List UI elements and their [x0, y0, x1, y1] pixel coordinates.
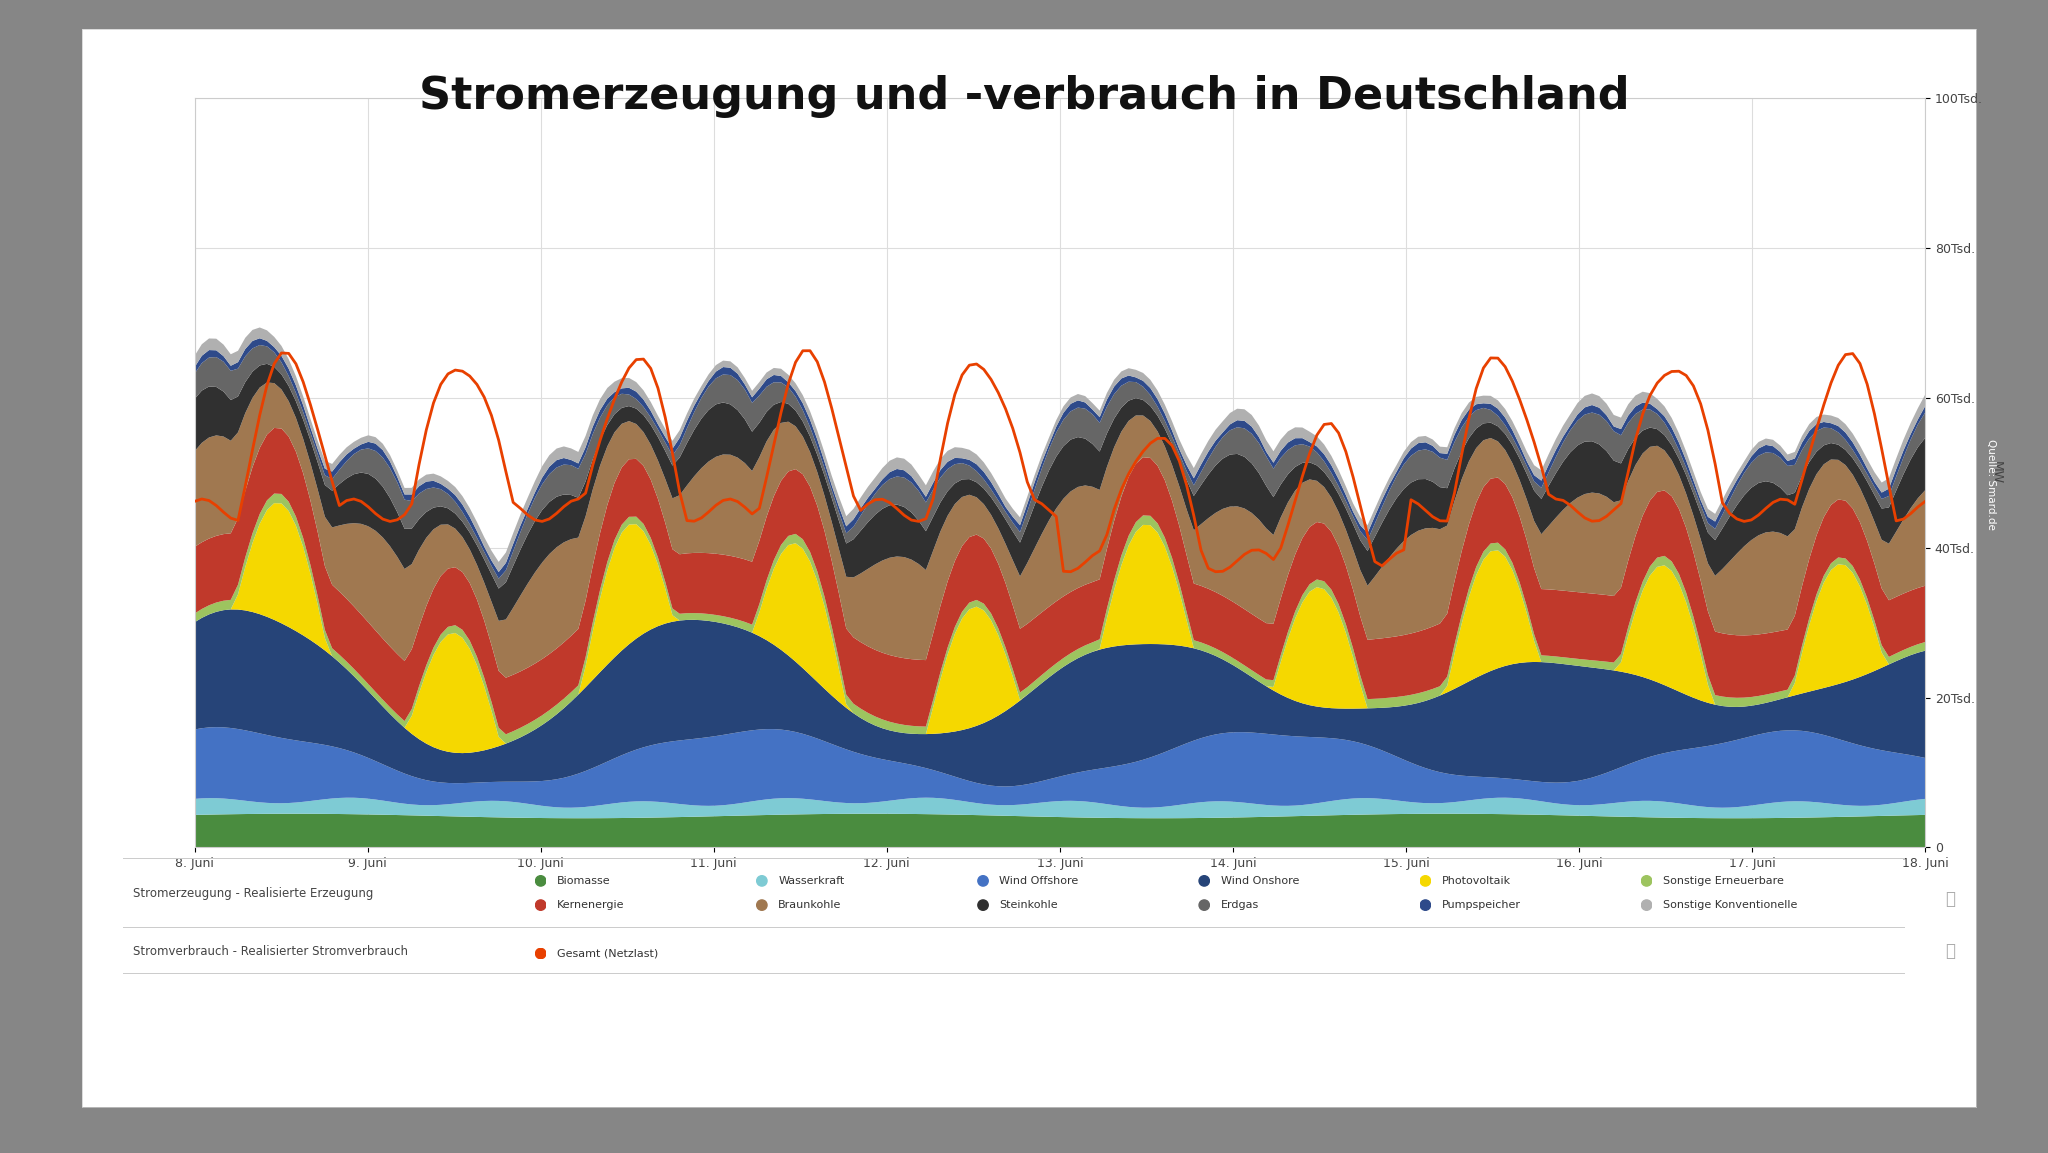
- Text: Kernenergie: Kernenergie: [557, 900, 625, 910]
- Circle shape: [756, 875, 768, 886]
- Text: Sonstige Erneuerbare: Sonstige Erneuerbare: [1663, 876, 1784, 886]
- Text: ⓘ: ⓘ: [1946, 942, 1954, 960]
- Text: Biomasse: Biomasse: [557, 876, 610, 886]
- Circle shape: [756, 899, 768, 911]
- Circle shape: [535, 948, 547, 959]
- Circle shape: [977, 899, 989, 911]
- Circle shape: [1419, 875, 1432, 886]
- Text: Steinkohle: Steinkohle: [999, 900, 1059, 910]
- Text: Photovoltaik: Photovoltaik: [1442, 876, 1511, 886]
- Text: Erdgas: Erdgas: [1221, 900, 1260, 910]
- Y-axis label: MW: MW: [1989, 461, 2003, 484]
- Text: Wind Onshore: Wind Onshore: [1221, 876, 1298, 886]
- Text: Sonstige Konventionelle: Sonstige Konventionelle: [1663, 900, 1798, 910]
- Circle shape: [1198, 899, 1210, 911]
- Text: Pumpspeicher: Pumpspeicher: [1442, 900, 1522, 910]
- Circle shape: [1419, 899, 1432, 911]
- Text: Wind Offshore: Wind Offshore: [999, 876, 1079, 886]
- Text: Braunkohle: Braunkohle: [778, 900, 842, 910]
- Circle shape: [1640, 875, 1653, 886]
- Text: Stromerzeugung und -verbrauch in Deutschland: Stromerzeugung und -verbrauch in Deutsch…: [418, 75, 1630, 118]
- Circle shape: [535, 875, 547, 886]
- Text: Wasserkraft: Wasserkraft: [778, 876, 844, 886]
- Circle shape: [1640, 899, 1653, 911]
- Text: Stromverbrauch - Realisierter Stromverbrauch: Stromverbrauch - Realisierter Stromverbr…: [133, 944, 408, 958]
- Circle shape: [535, 899, 547, 911]
- Circle shape: [1198, 875, 1210, 886]
- Text: Quelle: Smard.de: Quelle: Smard.de: [1987, 439, 1995, 529]
- Circle shape: [977, 875, 989, 886]
- Text: ⓘ: ⓘ: [1946, 890, 1954, 909]
- Text: Gesamt (Netzlast): Gesamt (Netzlast): [557, 949, 657, 958]
- Text: Stromerzeugung - Realisierte Erzeugung: Stromerzeugung - Realisierte Erzeugung: [133, 887, 373, 900]
